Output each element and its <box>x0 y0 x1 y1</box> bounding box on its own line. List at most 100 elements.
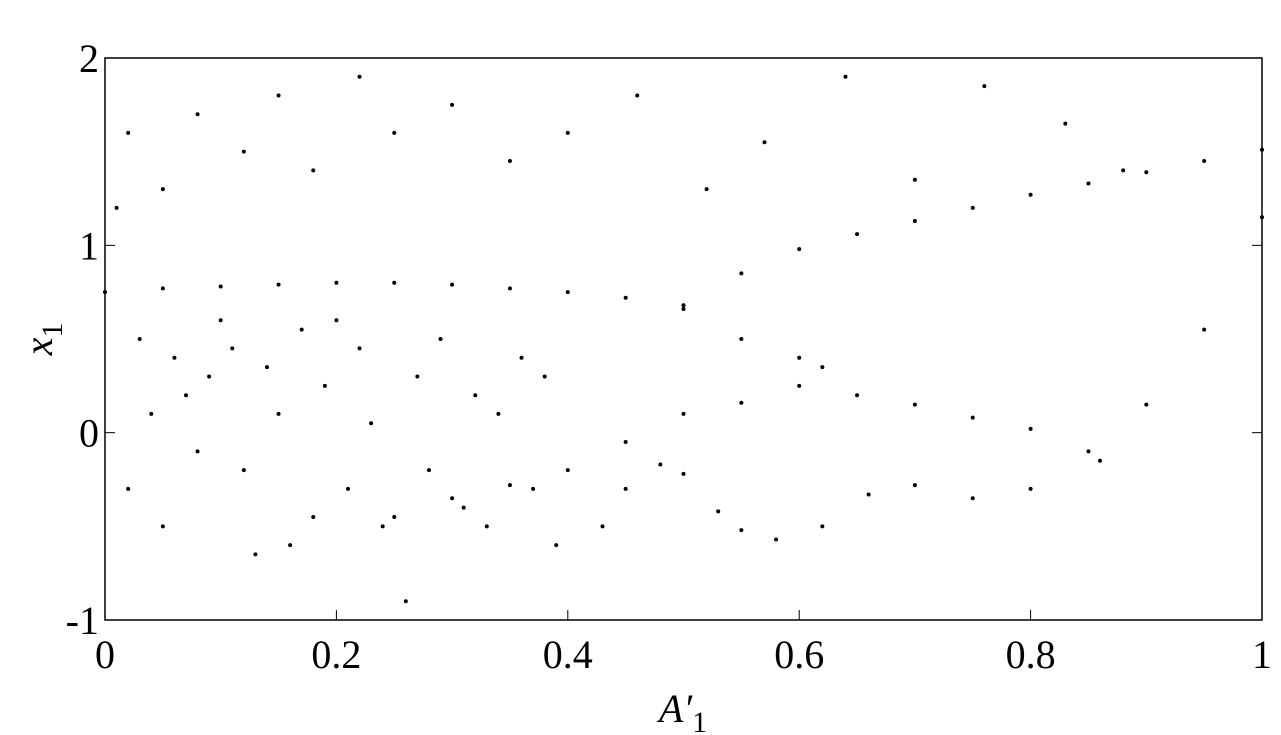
point <box>623 440 628 445</box>
point <box>982 84 987 89</box>
point <box>1028 192 1033 197</box>
point <box>855 232 860 237</box>
point <box>160 187 165 192</box>
point <box>207 374 212 379</box>
point <box>1063 121 1068 126</box>
point <box>126 486 131 491</box>
point <box>866 492 871 497</box>
point <box>230 346 235 351</box>
point <box>507 286 512 291</box>
point <box>507 159 512 164</box>
point <box>438 337 443 341</box>
point <box>970 205 975 210</box>
point <box>507 483 512 488</box>
x-tick-label: 0.8 <box>1006 632 1056 677</box>
point <box>288 543 293 548</box>
point <box>334 280 339 285</box>
point <box>912 483 917 488</box>
point <box>1260 215 1264 220</box>
x-tick-label: 0.4 <box>543 632 593 677</box>
point <box>1121 168 1126 173</box>
point <box>392 514 397 519</box>
point <box>172 355 177 360</box>
point <box>565 130 570 135</box>
point <box>531 486 536 491</box>
point <box>195 449 200 454</box>
point <box>716 509 721 514</box>
point <box>415 374 420 379</box>
point <box>912 402 917 407</box>
point <box>218 284 223 289</box>
point <box>1144 402 1149 407</box>
point <box>658 462 663 467</box>
point <box>1086 449 1091 454</box>
point <box>126 130 131 135</box>
point <box>797 355 802 360</box>
point <box>519 355 524 360</box>
y-label-base: x <box>16 337 61 356</box>
point <box>403 599 408 604</box>
point <box>704 187 709 192</box>
point <box>311 514 316 519</box>
point <box>739 528 744 533</box>
plot-frame <box>104 57 1263 621</box>
point <box>276 411 281 416</box>
point <box>103 290 107 295</box>
point <box>970 415 975 420</box>
y-tick-label: 1 <box>79 223 99 268</box>
point <box>600 524 605 529</box>
point <box>357 74 362 79</box>
point <box>739 400 744 405</box>
point <box>912 218 917 223</box>
point <box>299 327 304 332</box>
point <box>149 411 154 416</box>
point <box>739 271 744 276</box>
point <box>114 205 119 210</box>
point <box>762 140 767 145</box>
point <box>1260 147 1264 152</box>
point <box>681 411 686 416</box>
point <box>565 290 570 295</box>
y-tick-label: -1 <box>66 598 99 643</box>
point <box>623 295 628 300</box>
point <box>855 393 860 398</box>
y-tick-label: 0 <box>79 411 99 456</box>
x-label-sub: 1 <box>692 706 707 735</box>
point <box>1028 426 1033 431</box>
point <box>843 74 848 79</box>
point <box>195 112 200 117</box>
point <box>797 247 802 252</box>
point <box>392 280 397 285</box>
point <box>160 524 165 529</box>
point <box>681 303 686 308</box>
point <box>797 383 802 388</box>
point <box>681 471 686 476</box>
point <box>276 282 281 287</box>
point <box>380 524 385 529</box>
point <box>542 374 547 379</box>
point <box>681 307 686 312</box>
point <box>160 286 165 291</box>
point <box>484 524 489 529</box>
point <box>253 552 258 557</box>
point <box>1202 159 1207 164</box>
point <box>496 411 501 416</box>
point <box>264 365 269 370</box>
point <box>311 168 316 173</box>
point <box>635 93 640 98</box>
point <box>357 346 362 351</box>
point <box>473 393 478 398</box>
x-label-base: A′ <box>656 686 693 731</box>
point <box>345 486 350 491</box>
point <box>369 421 374 426</box>
point <box>322 383 327 388</box>
point <box>820 524 825 529</box>
y-tick-label: 2 <box>79 36 99 81</box>
point <box>334 318 339 323</box>
point <box>565 468 570 473</box>
point <box>1202 327 1207 332</box>
point <box>739 337 744 341</box>
point <box>450 102 455 107</box>
x-axis-label: A′1 <box>656 686 707 735</box>
